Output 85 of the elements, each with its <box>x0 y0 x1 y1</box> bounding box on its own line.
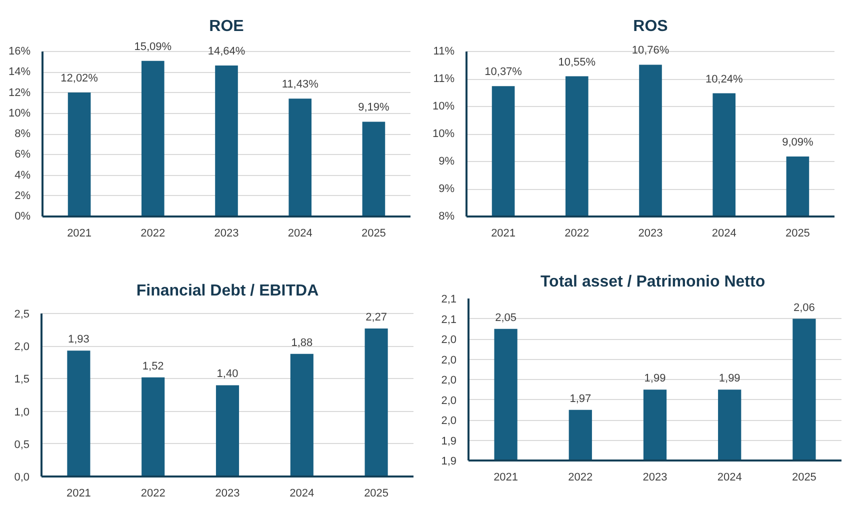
y-tick-label: 11% <box>433 73 455 85</box>
bar <box>290 354 314 476</box>
y-tick-label: 11% <box>433 46 455 58</box>
data-label: 9,19% <box>358 102 390 114</box>
data-label: 15,09% <box>134 40 172 53</box>
x-tick-label: 2025 <box>785 228 810 240</box>
y-tick-label: 0,0 <box>14 472 30 484</box>
data-label: 14,64% <box>208 46 246 58</box>
y-tick-label: 1,9 <box>441 435 457 448</box>
x-tick-label: 2021 <box>491 228 516 240</box>
y-tick-label: 2,0 <box>441 374 457 386</box>
data-label: 2,06 <box>793 302 815 314</box>
data-label: 1,52 <box>142 360 164 372</box>
x-tick-label: 2023 <box>642 472 668 484</box>
data-label: 1,88 <box>291 336 313 349</box>
y-tick-label: 2,0 <box>441 415 457 427</box>
x-tick-label: 2022 <box>140 488 166 500</box>
bar <box>215 66 238 216</box>
x-tick-label: 2024 <box>717 472 742 484</box>
data-label: 11,43% <box>282 78 319 91</box>
y-tick-label: 16% <box>8 46 31 58</box>
y-tick-label: 4% <box>14 169 31 182</box>
data-label: 10,37% <box>484 66 522 78</box>
y-tick-label: 2,5 <box>14 308 30 320</box>
data-label: 10,76% <box>632 44 670 57</box>
x-tick-label: 2025 <box>361 228 386 240</box>
x-tick-label: 2022 <box>568 472 593 484</box>
x-tick-label: 2021 <box>494 472 518 484</box>
x-tick-label: 2025 <box>364 488 389 500</box>
y-tick-label: 1,9 <box>441 456 457 468</box>
y-tick-label: 10% <box>432 128 455 140</box>
y-tick-label: 2% <box>14 190 31 202</box>
x-tick-label: 2024 <box>712 228 736 240</box>
y-tick-label: 2,0 <box>441 394 457 407</box>
x-tick-label: 2022 <box>564 228 590 240</box>
data-label: 2,27 <box>366 311 388 324</box>
y-tick-label: 1,0 <box>14 406 30 418</box>
bar <box>288 98 312 216</box>
x-tick-label: 2023 <box>638 228 663 240</box>
chart-title: ROE <box>209 18 244 35</box>
data-label: 1,99 <box>718 372 740 385</box>
data-label: 1,93 <box>68 334 90 346</box>
chart-title: Total asset / Patrimonio Netto <box>540 274 766 290</box>
y-tick-label: 10% <box>8 107 31 120</box>
y-tick-label: 2,0 <box>441 354 457 366</box>
y-tick-label: 0,5 <box>14 438 30 451</box>
y-tick-label: 9% <box>438 156 455 168</box>
x-tick-label: 2023 <box>214 228 239 240</box>
y-tick-label: 12% <box>8 86 31 99</box>
x-tick-label: 2023 <box>215 488 240 500</box>
data-label: 1,97 <box>570 392 592 405</box>
data-label: 12,02% <box>60 72 98 85</box>
y-tick-label: 0% <box>14 210 31 222</box>
y-tick-label: 1,5 <box>14 374 30 386</box>
chart-title: ROS <box>633 18 668 35</box>
y-tick-label: 10% <box>432 100 455 112</box>
x-tick-label: 2025 <box>792 472 816 484</box>
x-tick-label: 2024 <box>288 228 312 240</box>
x-tick-label: 2021 <box>66 488 91 500</box>
y-tick-label: 2,0 <box>14 341 30 354</box>
bar <box>364 328 388 476</box>
x-tick-label: 2021 <box>67 228 92 240</box>
y-tick-label: 9% <box>438 183 455 195</box>
y-tick-label: 6% <box>14 148 31 161</box>
x-tick-label: 2024 <box>290 488 314 500</box>
bar <box>362 122 386 216</box>
bar <box>216 385 240 476</box>
data-label: 10,24% <box>705 73 743 86</box>
bar <box>68 92 91 216</box>
data-label: 1,99 <box>644 372 666 385</box>
bar <box>67 350 90 476</box>
y-tick-label: 2,1 <box>441 314 457 326</box>
y-tick-label: 8% <box>14 128 31 140</box>
y-tick-label: 14% <box>8 66 31 78</box>
bar <box>142 377 165 476</box>
chart-title: Financial Debt / EBITDA <box>136 282 320 300</box>
x-tick-label: 2022 <box>140 228 166 240</box>
y-tick-label: 2,0 <box>441 334 457 346</box>
data-label: 2,05 <box>495 312 517 324</box>
data-label: 9,09% <box>782 136 814 149</box>
y-tick-label: 8% <box>438 210 455 222</box>
bar <box>141 60 164 216</box>
data-label: 10,55% <box>558 56 596 68</box>
data-label: 1,40 <box>216 368 238 380</box>
y-tick-label: 2,1 <box>441 294 457 306</box>
